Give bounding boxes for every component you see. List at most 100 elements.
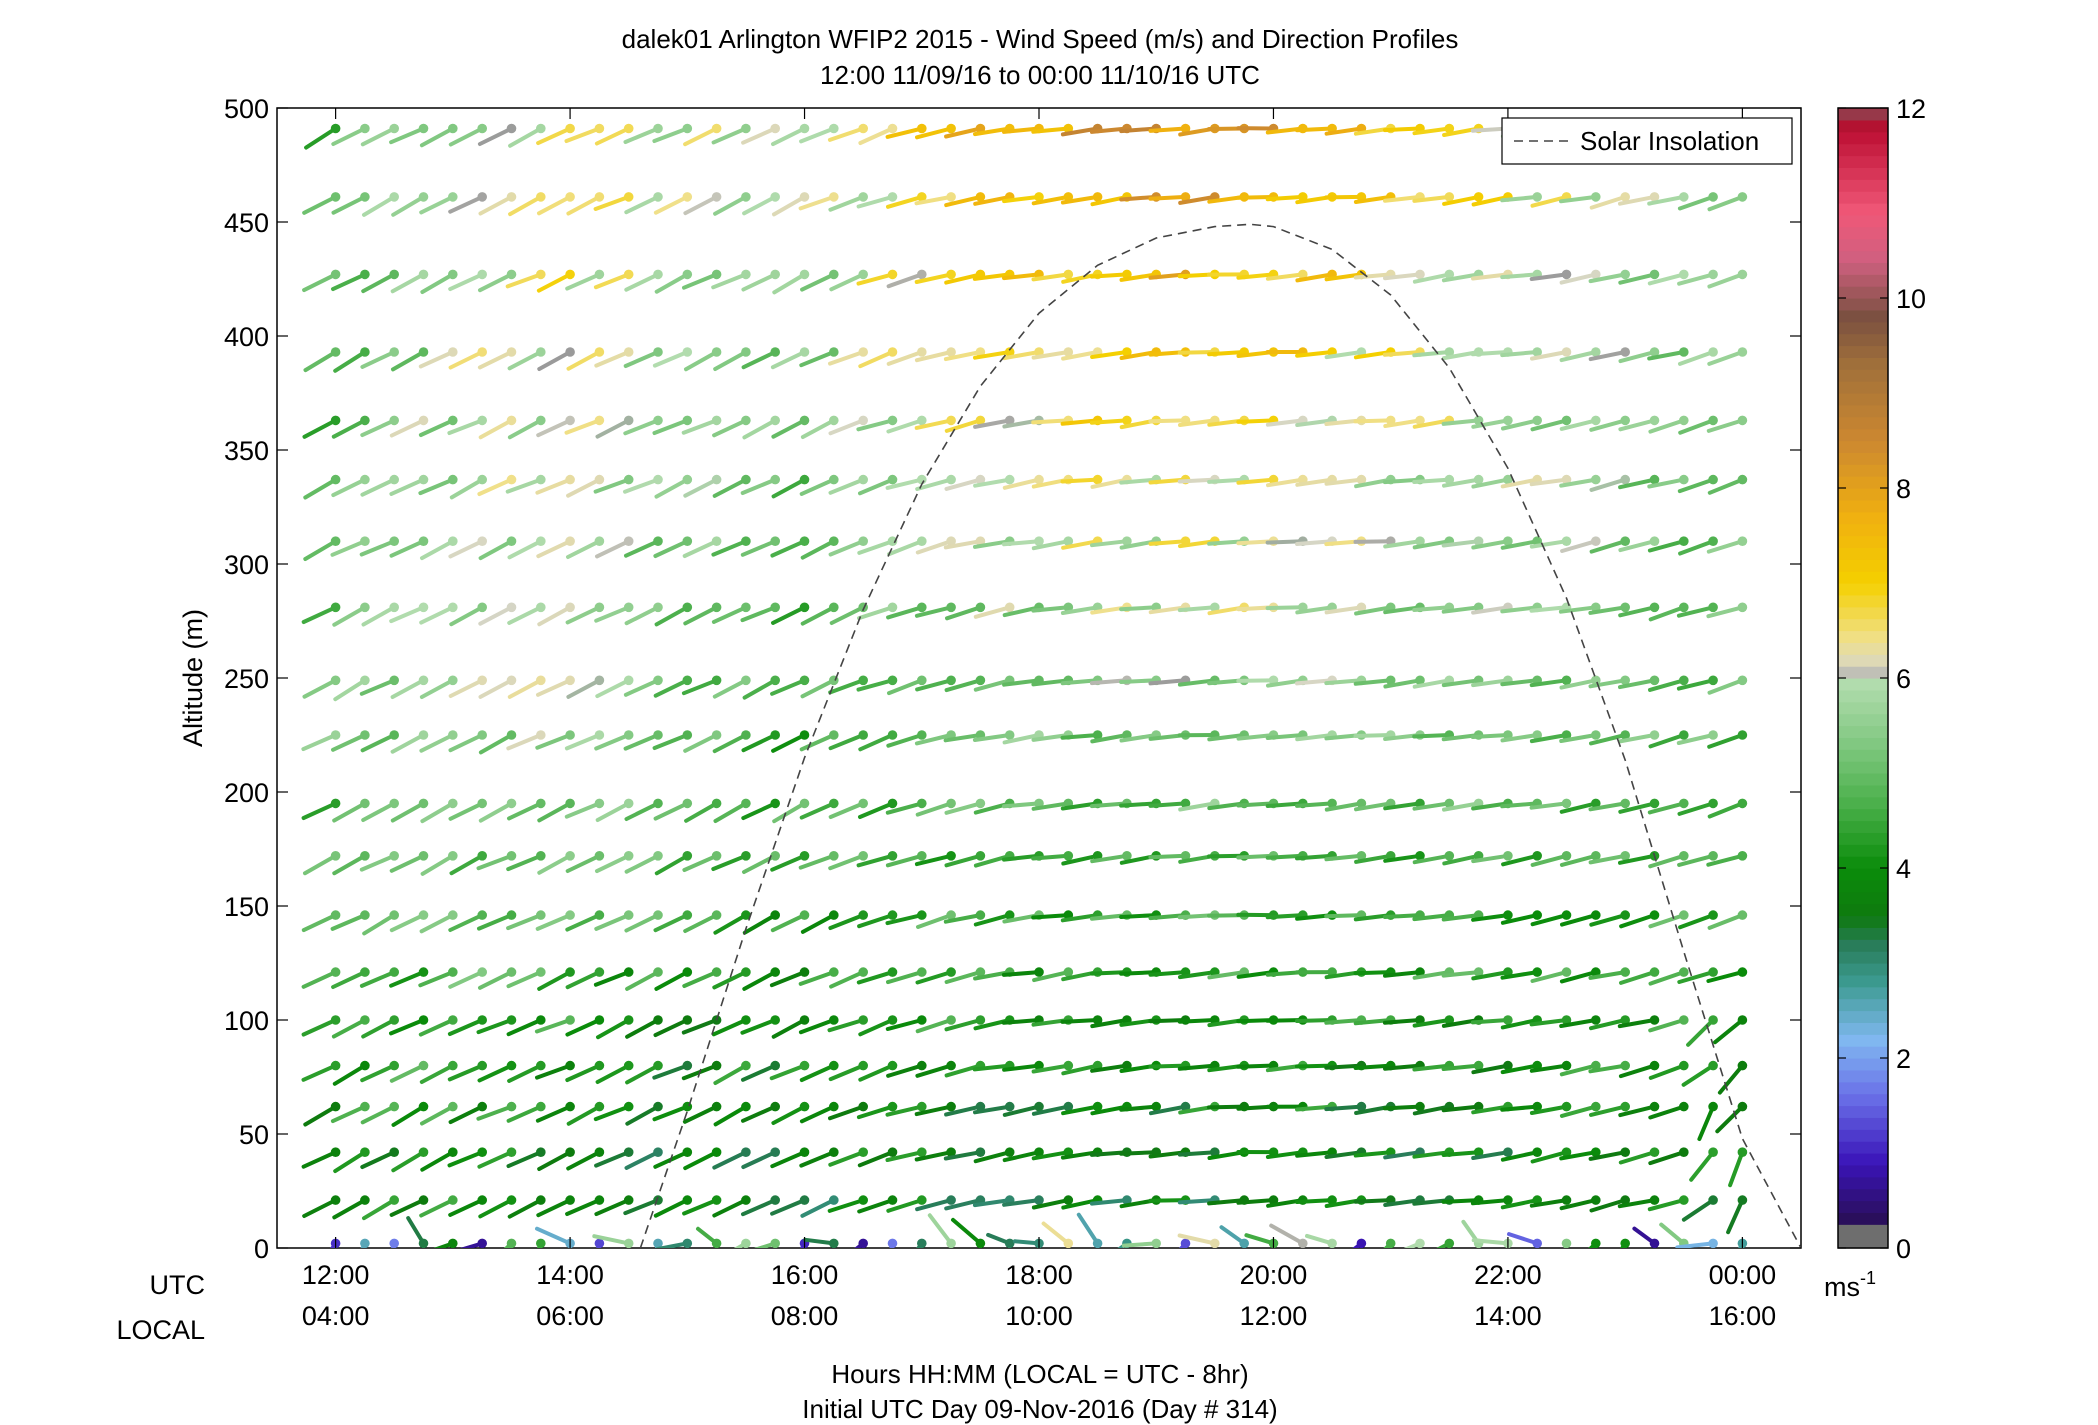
wind-barb-head (741, 1015, 751, 1025)
wind-barb (1529, 678, 1569, 688)
wind-barb-head (1473, 967, 1484, 977)
wind-barb (1002, 733, 1041, 745)
wind-barb (1441, 913, 1481, 922)
wind-barb (330, 913, 367, 931)
wind-barb (1178, 801, 1217, 812)
wind-barb-head (770, 536, 780, 546)
wind-barb (447, 1150, 485, 1168)
wind-barb (653, 801, 690, 821)
wind-barb-head (1591, 1147, 1601, 1157)
wind-barb-head (887, 798, 898, 809)
wind-barb-head (1063, 536, 1074, 546)
wind-barb (362, 1198, 397, 1221)
wind-barb (1618, 853, 1657, 865)
wind-barb (858, 801, 895, 819)
wind-barb-head (887, 910, 898, 920)
wind-barb (973, 539, 1012, 549)
wind-barb (858, 126, 895, 145)
wind-barb (592, 1234, 631, 1246)
y-tick-label: 500 (224, 94, 269, 124)
wind-barb (1678, 539, 1716, 556)
wind-barb (1648, 913, 1686, 929)
wind-barb-head (887, 1238, 898, 1248)
x-tick-label-local: 06:00 (536, 1301, 604, 1331)
wind-barb (564, 418, 602, 435)
wind-barb-head (1004, 910, 1015, 920)
wind-barb-head (360, 123, 370, 134)
wind-barb-head (917, 851, 927, 861)
wind-barb-head (1708, 967, 1718, 977)
wind-barb-head (770, 798, 780, 809)
wind-barb-head (565, 602, 575, 613)
wind-barb-head (389, 1015, 400, 1025)
wind-barb (1295, 1150, 1335, 1158)
wind-barb-head (770, 347, 780, 357)
wind-barb (1041, 1221, 1071, 1246)
wind-barb (856, 853, 895, 868)
wind-barb (712, 418, 748, 438)
wind-barb (1090, 1018, 1129, 1029)
wind-barb-head (887, 675, 898, 686)
wind-barb-head (799, 269, 810, 280)
wind-barb-head (1649, 1101, 1660, 1112)
wind-barb-head (1004, 415, 1015, 426)
wind-barb-head (741, 910, 751, 920)
wind-barb-head (1679, 602, 1689, 613)
colorbar-band (1838, 974, 1888, 988)
wind-barb-head (711, 675, 722, 686)
wind-barb-head (829, 798, 839, 809)
wind-barb-head (448, 675, 458, 686)
wind-barb (1236, 733, 1276, 741)
wind-barb (711, 853, 748, 871)
wind-barb-head (1444, 347, 1455, 357)
wind-barb (1706, 970, 1745, 983)
wind-barb (1090, 539, 1129, 548)
wind-barb (1588, 678, 1628, 689)
wind-barb (360, 418, 397, 438)
wind-barb (682, 1198, 719, 1216)
wind-barb (1061, 853, 1100, 866)
wind-barb (652, 1063, 690, 1080)
wind-barb (886, 194, 924, 209)
wind-barb-head (1063, 1060, 1074, 1071)
wind-barb (1707, 350, 1745, 366)
wind-barb (301, 605, 338, 624)
wind-barb-head (1503, 536, 1513, 546)
wind-barb (741, 350, 778, 370)
wind-barb (594, 733, 631, 751)
wind-barb-head (975, 415, 986, 426)
wind-barb (418, 418, 455, 437)
wind-barb (887, 539, 924, 557)
wind-barb (1648, 1150, 1686, 1166)
wind-barb-head (946, 269, 956, 280)
wind-barb (419, 1198, 455, 1218)
wind-barb (389, 913, 426, 933)
wind-barb (1500, 1104, 1540, 1112)
colorbar-band (1838, 618, 1888, 632)
wind-barb-head (536, 1015, 546, 1025)
wind-barb (1002, 350, 1041, 361)
wind-barb-head (389, 675, 400, 686)
wind-barb (1500, 970, 1540, 980)
wind-barb (1648, 1104, 1686, 1120)
wind-barb-head (917, 967, 927, 977)
wind-barb (1236, 418, 1276, 424)
wind-barb-head (1561, 967, 1572, 977)
wind-barb-head (1591, 536, 1601, 546)
wind-barb-head (917, 602, 927, 613)
wind-barb-head (1591, 474, 1601, 485)
wind-barb-head (653, 1015, 663, 1025)
wind-barb-head (536, 536, 546, 546)
wind-barb (360, 1150, 397, 1169)
wind-barb (1707, 913, 1745, 930)
wind-barb (1618, 350, 1657, 364)
wind-barb (828, 539, 866, 557)
wind-barb-head (975, 798, 986, 809)
wind-barb (507, 539, 543, 560)
wind-barb-head (829, 1060, 839, 1071)
wind-barb-head (1503, 474, 1513, 485)
wind-barb-head (477, 347, 488, 357)
wind-barb (301, 1018, 338, 1037)
wind-barb (1295, 418, 1335, 427)
